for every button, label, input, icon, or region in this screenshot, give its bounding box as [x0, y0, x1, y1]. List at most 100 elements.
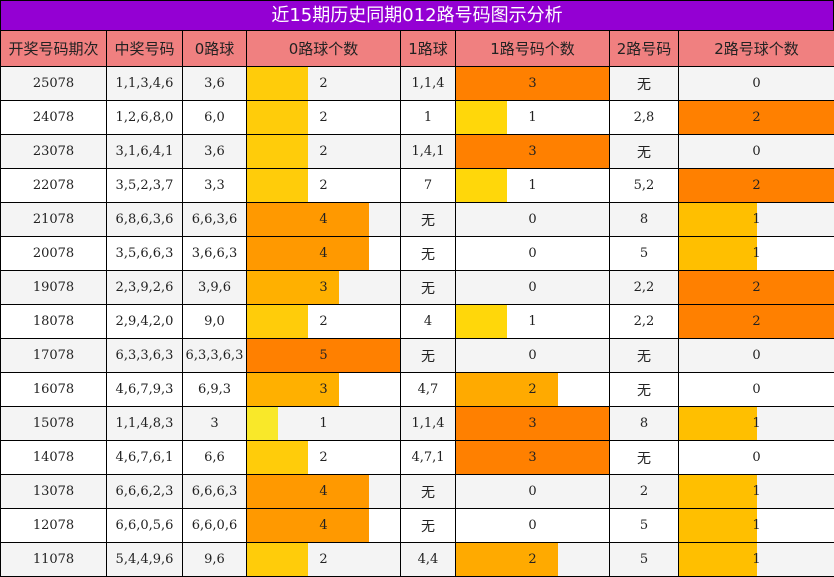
road2-cell: 8 [610, 407, 679, 441]
road0-cell: 6,6 [183, 441, 247, 475]
count-value: 0 [528, 246, 536, 261]
period-cell: 16078 [1, 373, 107, 407]
period-cell: 13078 [1, 475, 107, 509]
period-cell: 22078 [1, 169, 107, 203]
count-value: 0 [752, 450, 760, 465]
header-road2: 2路号码 [610, 31, 679, 67]
count-value: 2 [752, 280, 760, 295]
road1-cell: 7 [401, 169, 456, 203]
count-bar-fill [456, 373, 558, 406]
count-bar-fill [679, 203, 757, 236]
count-bar-fill [247, 543, 308, 576]
road-analysis-table: 开奖号码期次 中奖号码 0路球 0路球个数 1路球 1路号码个数 2路号码 2路… [0, 30, 834, 577]
count-value: 2 [319, 178, 327, 193]
road1-count-bar: 3 [456, 67, 610, 101]
count-bar-fill [679, 509, 757, 542]
count-value: 1 [319, 416, 327, 431]
count-bar-fill [679, 407, 757, 440]
road0-count-bar: 5 [247, 339, 401, 373]
count-value: 0 [752, 382, 760, 397]
count-value: 4 [319, 484, 327, 499]
road0-cell: 3,9,6 [183, 271, 247, 305]
period-cell: 25078 [1, 67, 107, 101]
count-bar-fill [247, 475, 369, 508]
numbers-cell: 1,1,3,4,6 [107, 67, 183, 101]
count-value: 0 [528, 212, 536, 227]
header-numbers: 中奖号码 [107, 31, 183, 67]
road2-cell: 无 [610, 339, 679, 373]
page-title: 近15期历史同期012路号码图示分析 [0, 0, 834, 31]
numbers-cell: 6,6,6,2,3 [107, 475, 183, 509]
road2-cell: 2,2 [610, 271, 679, 305]
road1-cell: 1 [401, 101, 456, 135]
count-value: 2 [319, 76, 327, 91]
count-value: 2 [528, 552, 536, 567]
road1-cell: 1,1,4 [401, 67, 456, 101]
road0-cell: 3,6,6,3 [183, 237, 247, 271]
road1-count-bar: 2 [456, 373, 610, 407]
count-value: 0 [528, 518, 536, 533]
road1-cell: 无 [401, 339, 456, 373]
road1-cell: 4,7,1 [401, 441, 456, 475]
road0-count-bar: 4 [247, 203, 401, 237]
period-cell: 15078 [1, 407, 107, 441]
road1-count-bar: 2 [456, 543, 610, 577]
road1-cell: 4 [401, 305, 456, 339]
road0-count-bar: 2 [247, 135, 401, 169]
road1-count-bar: 0 [456, 203, 610, 237]
count-bar-fill [456, 543, 558, 576]
period-cell: 19078 [1, 271, 107, 305]
count-bar-fill [456, 169, 507, 202]
count-value: 4 [319, 246, 327, 261]
numbers-cell: 3,5,2,3,7 [107, 169, 183, 203]
numbers-cell: 2,3,9,2,6 [107, 271, 183, 305]
count-value: 3 [528, 144, 536, 159]
road2-cell: 无 [610, 373, 679, 407]
count-value: 0 [528, 348, 536, 363]
period-cell: 20078 [1, 237, 107, 271]
count-bar-fill [247, 237, 369, 270]
road2-count-bar: 2 [679, 169, 834, 203]
numbers-cell: 4,6,7,9,3 [107, 373, 183, 407]
count-value: 1 [752, 518, 760, 533]
road2-count-bar: 1 [679, 237, 834, 271]
road1-cell: 无 [401, 475, 456, 509]
road1-count-bar: 3 [456, 441, 610, 475]
count-bar-fill [679, 237, 757, 270]
road2-cell: 5 [610, 543, 679, 577]
road1-count-bar: 3 [456, 135, 610, 169]
road2-count-bar: 0 [679, 441, 834, 475]
road1-count-bar: 1 [456, 305, 610, 339]
road2-count-bar: 0 [679, 339, 834, 373]
count-value: 2 [319, 450, 327, 465]
road0-count-bar: 4 [247, 237, 401, 271]
count-value: 3 [528, 76, 536, 91]
count-value: 0 [752, 76, 760, 91]
header-road0: 0路球 [183, 31, 247, 67]
numbers-cell: 3,1,6,4,1 [107, 135, 183, 169]
numbers-cell: 6,8,6,3,6 [107, 203, 183, 237]
road0-count-bar: 2 [247, 305, 401, 339]
count-value: 1 [752, 246, 760, 261]
road0-cell: 3,6 [183, 67, 247, 101]
numbers-cell: 6,3,3,6,3 [107, 339, 183, 373]
road1-count-bar: 3 [456, 407, 610, 441]
road0-count-bar: 1 [247, 407, 401, 441]
road2-count-bar: 1 [679, 203, 834, 237]
road0-cell: 6,9,3 [183, 373, 247, 407]
header-road0-count: 0路球个数 [247, 31, 401, 67]
numbers-cell: 3,5,6,6,3 [107, 237, 183, 271]
road0-cell: 3,3 [183, 169, 247, 203]
road0-count-bar: 2 [247, 169, 401, 203]
count-bar-fill [456, 101, 507, 134]
period-cell: 21078 [1, 203, 107, 237]
road2-cell: 5 [610, 237, 679, 271]
numbers-cell: 1,2,6,8,0 [107, 101, 183, 135]
road2-cell: 2,8 [610, 101, 679, 135]
road2-count-bar: 1 [679, 475, 834, 509]
road1-cell: 无 [401, 203, 456, 237]
numbers-cell: 4,6,7,6,1 [107, 441, 183, 475]
